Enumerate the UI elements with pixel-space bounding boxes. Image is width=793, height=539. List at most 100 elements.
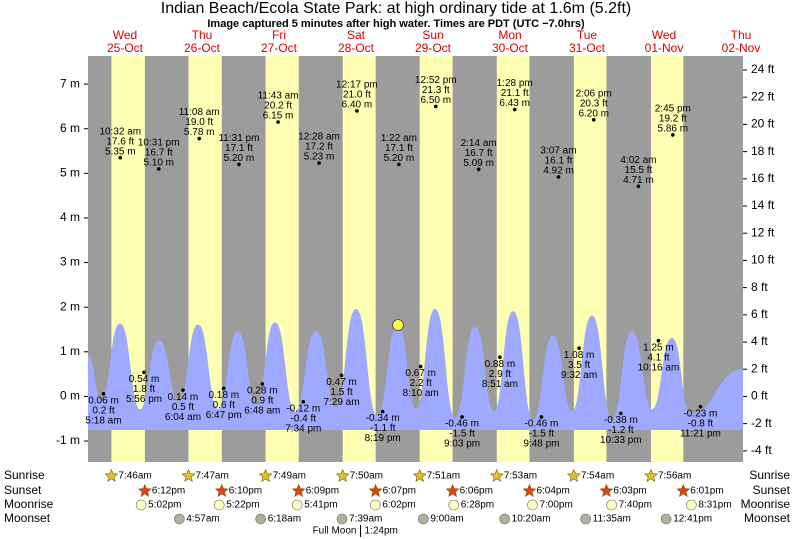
day-weekday: Wed bbox=[113, 28, 137, 42]
tide-label: 2:45 pm bbox=[655, 104, 691, 115]
row-label-left: Sunset bbox=[4, 483, 42, 497]
tide-label: -1.5 ft bbox=[529, 429, 555, 440]
tide-point bbox=[671, 133, 675, 137]
y-tick-label: 4 m bbox=[60, 210, 80, 224]
tide-label: 5.20 m bbox=[224, 153, 255, 164]
y2-tick-label: 2 ft bbox=[751, 361, 768, 375]
moonrise-time: 5:41pm bbox=[304, 500, 337, 511]
moonrise-icon bbox=[527, 499, 538, 511]
tide-label: 8:51 am bbox=[482, 379, 518, 390]
moonrise-time: 7:00pm bbox=[539, 500, 572, 511]
moonset-time: 12:41pm bbox=[673, 514, 712, 525]
row-label-right: Sunset bbox=[753, 483, 791, 497]
tide-label: 10:31 pm bbox=[138, 138, 180, 149]
tide-point bbox=[355, 109, 359, 113]
tide-label: 0.2 ft bbox=[92, 405, 114, 416]
tide-point bbox=[339, 373, 344, 378]
tide-label: 6.43 m bbox=[499, 98, 530, 109]
day-date: 27-Oct bbox=[261, 41, 298, 55]
moonset-icon bbox=[580, 513, 591, 525]
tide-label: 20.3 ft bbox=[580, 98, 608, 109]
tide-point bbox=[619, 411, 623, 416]
tide-label: 6.15 m bbox=[263, 111, 294, 122]
tide-label: 5.35 m bbox=[105, 146, 136, 157]
tide-point bbox=[636, 184, 641, 189]
y-tick-label: 0 m bbox=[60, 389, 80, 403]
sunset-time: 6:03pm bbox=[613, 486, 646, 497]
y2-tick-label: 10 ft bbox=[751, 253, 775, 267]
sunrise-icon bbox=[412, 468, 427, 482]
tide-point bbox=[197, 136, 202, 141]
tide-label: 0.6 ft bbox=[213, 400, 235, 411]
sunrise-icon bbox=[181, 468, 196, 482]
tide-label: -0.8 ft bbox=[688, 418, 714, 429]
tide-label: 0.28 m bbox=[247, 386, 278, 397]
y2-tick-label: -4 ft bbox=[751, 443, 772, 457]
moonset-time: 11:35am bbox=[593, 514, 631, 525]
y2-tick-label: 16 ft bbox=[751, 171, 775, 185]
moonrise-icon bbox=[213, 499, 225, 511]
tide-label: 12:17 pm bbox=[336, 80, 378, 91]
day-weekday: Sun bbox=[422, 28, 443, 42]
sunset-time: 6:01pm bbox=[690, 486, 723, 497]
y2-tick-label: 20 ft bbox=[751, 117, 775, 131]
day-date: 01-Nov bbox=[645, 41, 684, 55]
moonset-icon bbox=[255, 513, 267, 525]
day-date: 02-Nov bbox=[722, 41, 761, 55]
tide-label: 5:18 am bbox=[85, 415, 121, 426]
sunrise-icon bbox=[644, 468, 658, 482]
tide-label: 2.9 ft bbox=[489, 369, 511, 380]
tide-label: 3:07 am bbox=[540, 146, 576, 157]
tide-label: -0.38 m bbox=[604, 415, 638, 426]
tide-label: 0.9 ft bbox=[251, 396, 273, 407]
tide-label: 0.67 m bbox=[405, 368, 436, 379]
tide-label: 5.09 m bbox=[463, 158, 494, 169]
chart-subtitle: Image captured 5 minutes after high wate… bbox=[207, 18, 585, 30]
moonset-time: 10:20am bbox=[512, 514, 551, 525]
sunrise-time: 7:56am bbox=[658, 471, 691, 482]
tide-label: 4.1 ft bbox=[647, 352, 669, 363]
row-label-left: Moonset bbox=[4, 511, 51, 525]
tide-point bbox=[591, 118, 596, 122]
sunset-icon bbox=[137, 483, 152, 497]
day-date: 28-Oct bbox=[338, 41, 375, 55]
tide-label: 0.14 m bbox=[168, 392, 199, 403]
tide-label: 4.92 m bbox=[543, 166, 574, 177]
y2-tick-label: 4 ft bbox=[751, 334, 768, 348]
tide-point bbox=[118, 155, 123, 160]
tide-label: 4:02 am bbox=[620, 155, 656, 166]
tide-label: 12:52 pm bbox=[415, 75, 457, 86]
tide-label: 5.10 m bbox=[143, 158, 174, 169]
sunrise-time: 7:54am bbox=[581, 471, 614, 482]
tide-label: 1:22 am bbox=[381, 133, 417, 144]
day-weekday: Wed bbox=[652, 28, 676, 42]
moonset-icon bbox=[418, 513, 429, 525]
tide-point bbox=[301, 399, 306, 404]
tide-label: 21.3 ft bbox=[422, 85, 450, 96]
sunrise-time: 7:47am bbox=[195, 471, 228, 482]
moonrise-time: 8:31pm bbox=[698, 500, 731, 511]
sunset-icon bbox=[676, 483, 691, 497]
moonrise-time: 5:22pm bbox=[226, 500, 259, 511]
tide-point bbox=[221, 386, 226, 391]
tide-label: 7:34 pm bbox=[285, 423, 321, 434]
tide-label: 11:08 am bbox=[179, 107, 220, 118]
row-label-right: Sunrise bbox=[749, 468, 790, 482]
tide-label: 16.1 ft bbox=[545, 156, 573, 167]
sunset-icon bbox=[214, 483, 229, 497]
day-weekday: Thu bbox=[192, 28, 213, 42]
tide-label: 0.5 ft bbox=[172, 402, 194, 413]
tide-label: -0.46 m bbox=[445, 419, 479, 430]
sunrise-icon bbox=[489, 468, 504, 482]
tide-label: -0.23 m bbox=[683, 408, 717, 419]
sunrise-time: 7:51am bbox=[427, 471, 460, 482]
y2-tick-label: 14 ft bbox=[751, 198, 775, 212]
y-tick-label: 3 m bbox=[60, 255, 80, 269]
tide-label: 0.06 m bbox=[88, 395, 119, 406]
moonrise-icon bbox=[686, 499, 697, 511]
moonrise-time: 6:02pm bbox=[382, 500, 415, 511]
row-label-right: Moonset bbox=[744, 511, 791, 525]
day-date: 29-Oct bbox=[415, 41, 452, 55]
sunset-time: 6:09pm bbox=[306, 486, 339, 497]
tide-label: 21.0 ft bbox=[343, 90, 371, 101]
